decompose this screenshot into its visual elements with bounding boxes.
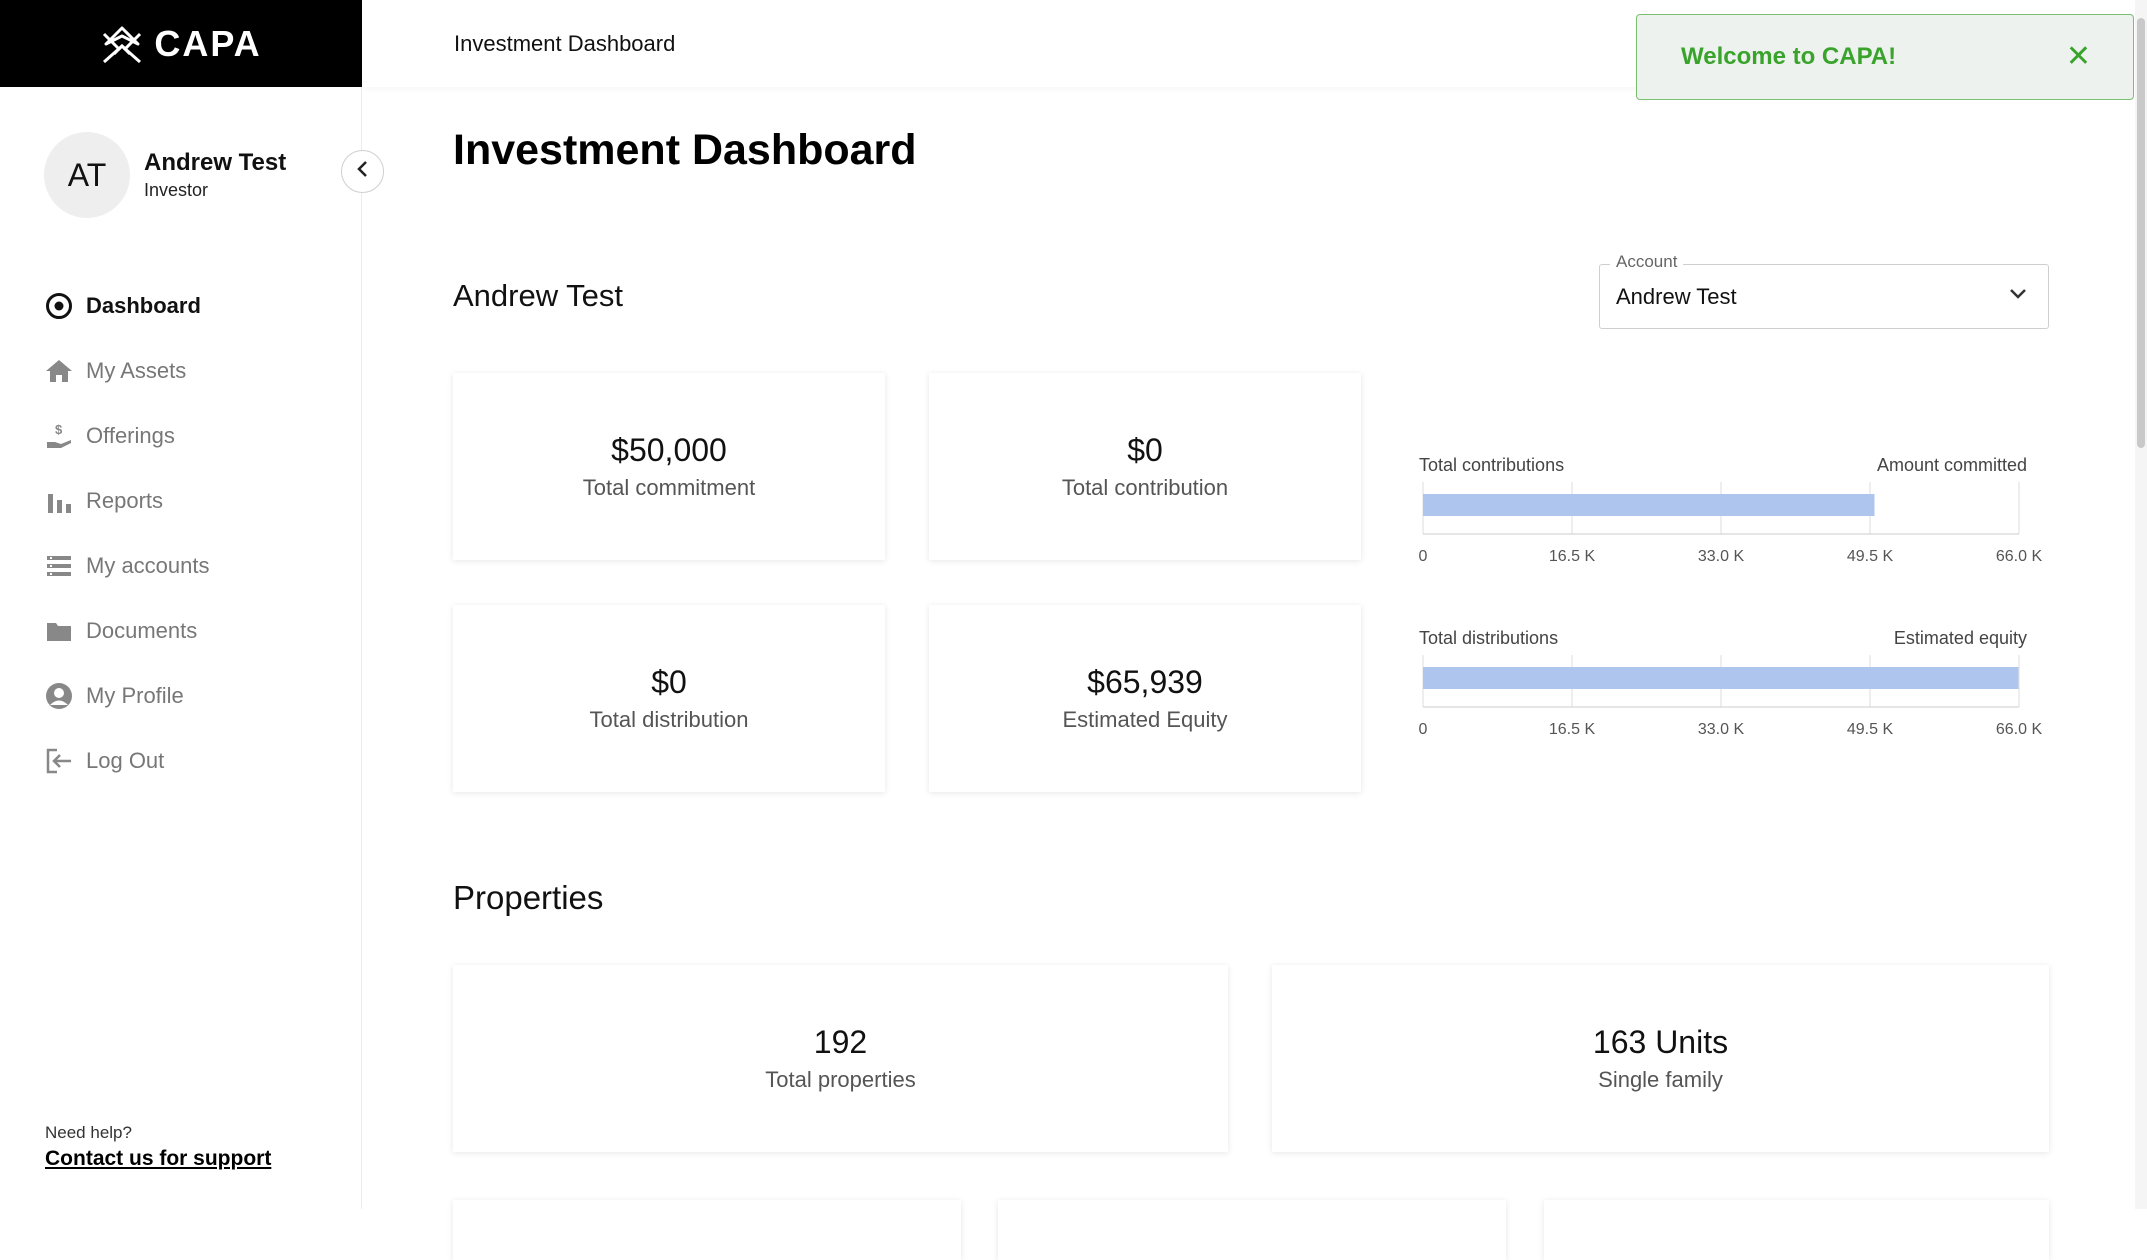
home-icon: [44, 356, 74, 386]
sidebar-item-label: Log Out: [86, 747, 165, 773]
total-distribution-card: $0 Total distribution: [453, 605, 885, 792]
single-family-card: 163 Units Single family: [1272, 965, 2049, 1152]
sidebar-item-label: My accounts: [86, 552, 210, 578]
toast-message: Welcome to CAPA!: [1681, 43, 1897, 70]
sidebar-item-dashboard[interactable]: Dashboard: [44, 273, 210, 338]
card-label: Total contribution: [1061, 475, 1229, 500]
tick-label: 0: [1419, 548, 1428, 565]
chart-right-label: Estimated equity: [1894, 628, 2027, 648]
property-card-partial: [998, 1200, 1506, 1260]
chevron-left-icon: [355, 160, 371, 183]
card-label: Total properties: [765, 1067, 916, 1092]
chevron-down-icon: [2008, 287, 2028, 306]
list-icon: [44, 551, 74, 581]
tick-label: 16.5 K: [1549, 721, 1596, 738]
page-scrollbar[interactable]: [2135, 0, 2147, 1209]
sidebar-item-documents[interactable]: Documents: [44, 598, 210, 663]
sidebar-item-label: Offerings: [86, 422, 175, 448]
properties-heading: Properties: [453, 879, 604, 916]
chart-left-label: Total distributions: [1419, 628, 1558, 648]
sidebar-item-my-accounts[interactable]: My accounts: [44, 533, 210, 598]
tick-label: 0: [1419, 721, 1428, 738]
sidebar-item-my-assets[interactable]: My Assets: [44, 338, 210, 403]
card-value: 163 Units: [1592, 1024, 1729, 1060]
capa-logo-icon: [100, 24, 144, 64]
contributions-bar: [1423, 494, 1875, 516]
distributions-chart: Total distributions Estimated equity 0 16…: [1415, 623, 2055, 743]
chart-left-label: Total contributions: [1419, 455, 1564, 475]
welcome-toast: Welcome to CAPA! ✕: [1636, 14, 2134, 100]
tick-label: 49.5 K: [1847, 721, 1894, 738]
distributions-bar: [1423, 667, 2019, 689]
property-card-partial: [453, 1200, 961, 1260]
sidebar-item-label: Dashboard: [86, 292, 201, 318]
distributions-chart-svg: Total distributions Estimated equity 0 16…: [1419, 628, 2043, 738]
card-label: Total distribution: [589, 707, 749, 732]
help-section: Need help? Contact us for support: [45, 1123, 271, 1171]
svg-text:$: $: [55, 422, 63, 437]
card-value: $50,000: [611, 432, 727, 468]
tick-label: 66.0 K: [1996, 548, 2043, 565]
close-icon[interactable]: ✕: [2065, 40, 2091, 73]
card-label: Total commitment: [582, 475, 756, 500]
sidebar-item-label: My Profile: [86, 682, 184, 708]
brand-name: CAPA: [154, 22, 262, 64]
page-title: Investment Dashboard: [453, 126, 917, 174]
account-select-label: Account: [1610, 252, 1684, 272]
user-profile: AT Andrew Test Investor: [44, 132, 286, 218]
card-value: $0: [1127, 432, 1163, 468]
estimated-equity-card: $65,939 Estimated Equity: [929, 605, 1361, 792]
total-properties-card: 192 Total properties: [453, 965, 1228, 1152]
help-label: Need help?: [45, 1123, 132, 1142]
sidebar-item-offerings[interactable]: $ Offerings: [44, 403, 210, 468]
account-name-heading: Andrew Test: [453, 278, 624, 313]
tick-label: 33.0 K: [1698, 721, 1745, 738]
account-select[interactable]: Account Andrew Test: [1599, 252, 2049, 329]
total-contribution-card: $0 Total contribution: [929, 373, 1361, 560]
user-role: Investor: [144, 180, 209, 200]
account-select-value: Andrew Test: [1616, 284, 1737, 309]
sidebar: CAPA AT Andrew Test Investor Dashboard M…: [0, 0, 362, 1209]
brand-header[interactable]: CAPA: [0, 0, 362, 87]
topbar-title: Investment Dashboard: [454, 31, 676, 56]
user-circle-icon: [44, 681, 74, 711]
contact-support-link[interactable]: Contact us for support: [45, 1147, 272, 1170]
card-label: Estimated Equity: [1062, 707, 1228, 732]
target-icon: [44, 291, 74, 321]
logout-icon: [44, 746, 74, 776]
scrollbar-thumb[interactable]: [2137, 18, 2145, 448]
total-commitment-card: $50,000 Total commitment: [453, 373, 885, 560]
sidebar-nav: Dashboard My Assets $ Offerings Reports …: [44, 273, 210, 793]
card-value: $0: [651, 664, 687, 700]
card-label: Single family: [1598, 1067, 1723, 1092]
card-value: 192: [813, 1024, 868, 1060]
contributions-chart-svg: Total contributions Amount committed 0 16…: [1419, 455, 2043, 565]
user-name: Andrew Test: [144, 149, 287, 176]
sidebar-item-my-profile[interactable]: My Profile: [44, 663, 210, 728]
tick-label: 66.0 K: [1996, 721, 2043, 738]
folder-icon: [44, 616, 74, 646]
tick-label: 49.5 K: [1847, 548, 1894, 565]
sidebar-item-log-out[interactable]: Log Out: [44, 728, 210, 793]
tick-label: 16.5 K: [1549, 548, 1596, 565]
tick-label: 33.0 K: [1698, 548, 1745, 565]
sidebar-item-label: Documents: [86, 617, 198, 643]
sidebar-item-label: My Assets: [86, 357, 187, 383]
contributions-chart: Total contributions Amount committed 0 16…: [1415, 450, 2055, 570]
bar-chart-icon: [44, 486, 74, 516]
avatar: AT: [44, 132, 130, 218]
chart-right-label: Amount committed: [1877, 455, 2027, 475]
collapse-sidebar-button[interactable]: [341, 150, 384, 193]
hand-dollar-icon: $: [44, 421, 74, 451]
property-card-partial: [1544, 1200, 2049, 1260]
sidebar-item-label: Reports: [86, 487, 164, 513]
card-value: $65,939: [1087, 664, 1203, 700]
sidebar-item-reports[interactable]: Reports: [44, 468, 210, 533]
